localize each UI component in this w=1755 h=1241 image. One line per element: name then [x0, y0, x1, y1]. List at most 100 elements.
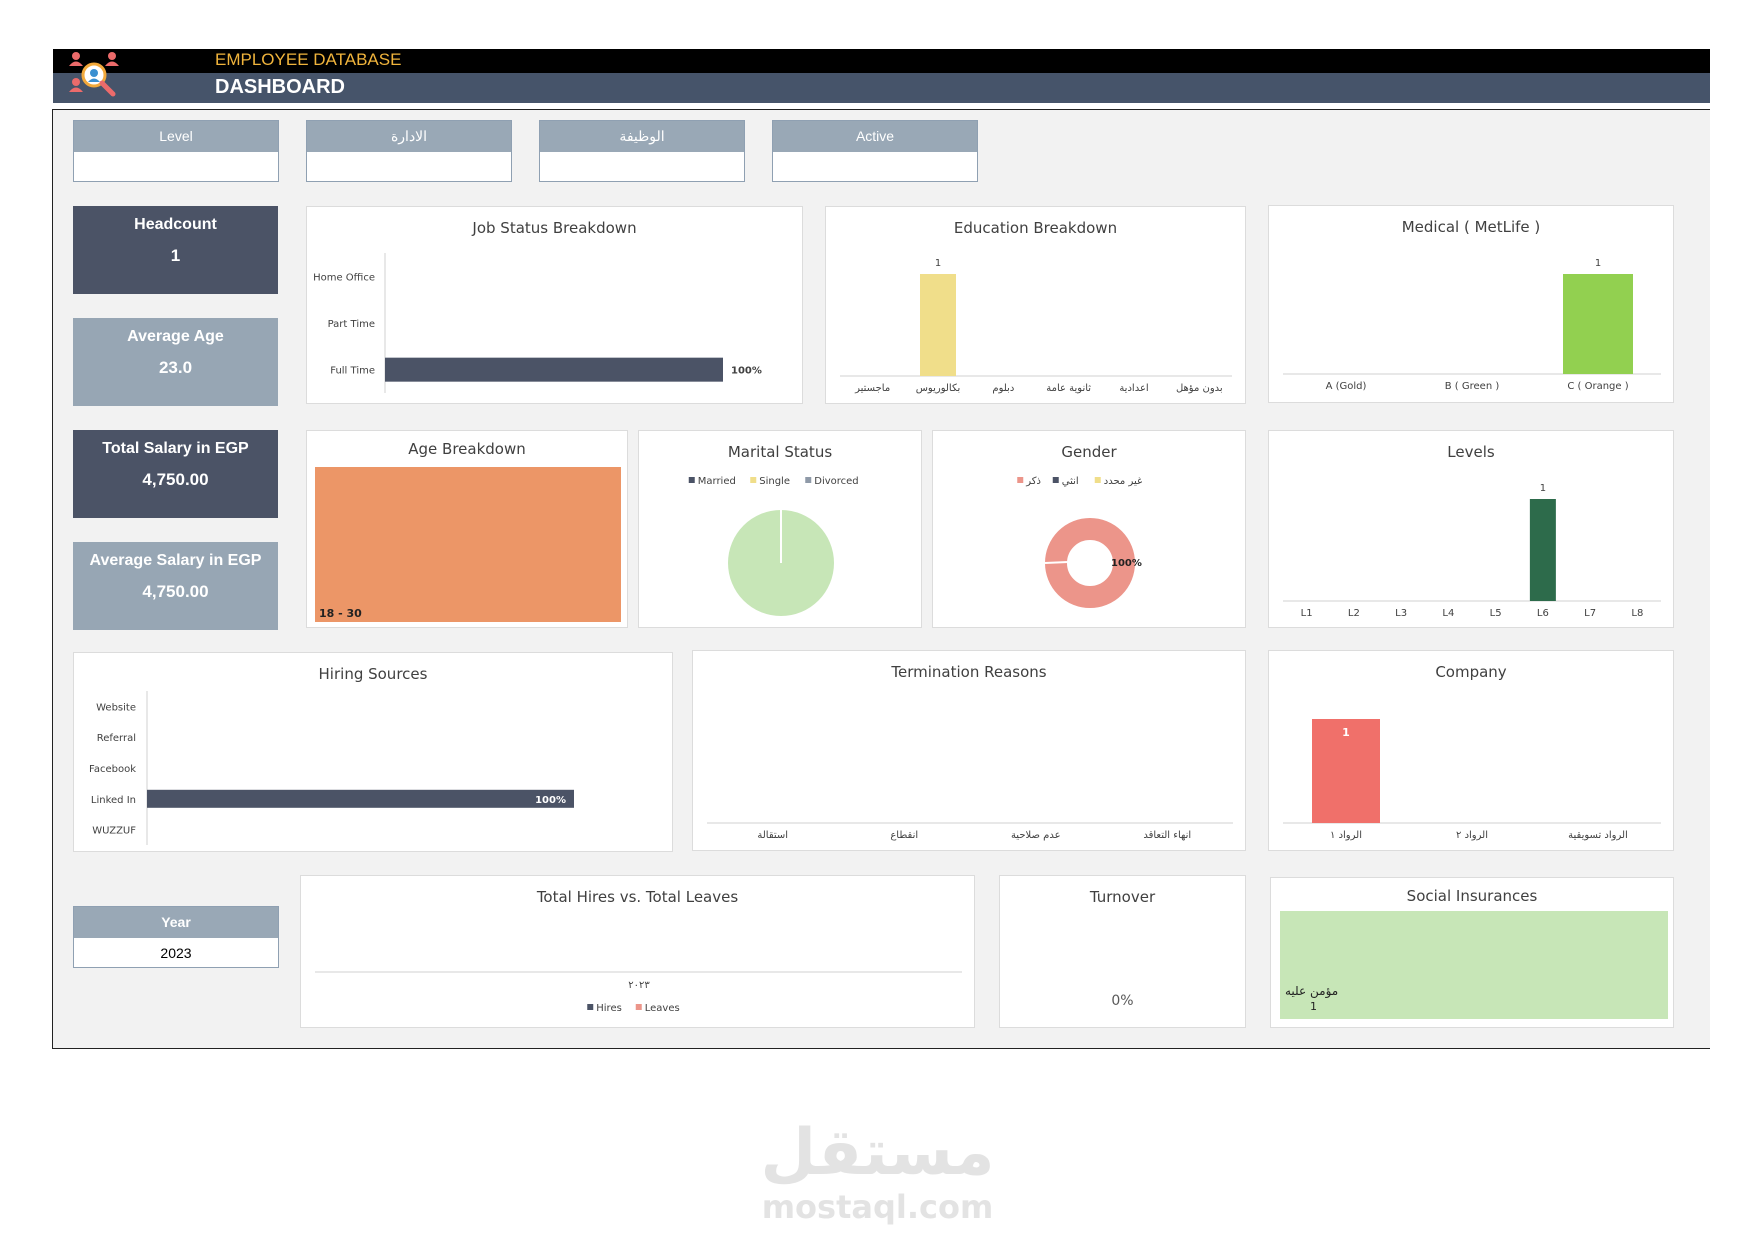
bar: [1312, 719, 1380, 823]
panel-education: Education Breakdown ماجستير بكالوريوس 1 دبل…: [825, 206, 1246, 404]
panel-hiring-sources: Hiring Sources Website Referral Facebook Li…: [73, 652, 673, 852]
legend-label: غير محدد: [1104, 476, 1142, 487]
x-tick-label: B ( Green ): [1445, 381, 1500, 392]
chart-title: Job Status Breakdown: [472, 219, 637, 237]
kpi-average-salary-label: Average Salary in EGP: [89, 552, 262, 569]
slicer-active[interactable]: Active: [772, 120, 978, 182]
x-tick-label: L4: [1442, 608, 1454, 619]
data-label: 100%: [535, 795, 566, 806]
chart-title: Hiring Sources: [318, 665, 428, 683]
panel-turnover: Turnover 0%: [999, 875, 1246, 1028]
data-label: 1: [935, 258, 941, 269]
slice-divider: [1044, 561, 1069, 564]
slicer-department-label: الادارة: [307, 121, 511, 152]
panel-termination: Termination Reasons استقالة انقطاع عدم صلا…: [692, 650, 1246, 851]
kpi-average-salary: Average Salary in EGP 4,750.00: [73, 542, 278, 630]
chart-title: Gender: [1061, 443, 1117, 461]
x-tick-label: انقطاع: [890, 830, 918, 841]
legend-label: Single: [759, 476, 790, 487]
chart-title: Termination Reasons: [891, 663, 1047, 681]
panel-gender: Gender ذكر انثي غير محدد 100%: [932, 430, 1246, 628]
data-label: 1: [1595, 258, 1601, 269]
bar: [385, 357, 723, 382]
kpi-average-age: Average Age 23.0: [73, 318, 278, 406]
chart-title: Social Insurances: [1406, 887, 1538, 905]
kpi-total-salary-label: Total Salary in EGP: [102, 440, 249, 457]
chart-title: Medical ( MetLife ): [1401, 218, 1541, 236]
data-label: 1: [1342, 726, 1350, 739]
company-chart: الرواد ١ 1 الرواد ٢ الرواد تسويقية: [1283, 719, 1661, 841]
x-tick-label: L6: [1537, 608, 1549, 619]
x-tick-label: L1: [1301, 608, 1313, 619]
slicer-job-label: الوظيفة: [540, 121, 744, 152]
x-tick-label: الرواد ١: [1330, 830, 1362, 841]
legend-swatch: [1052, 477, 1059, 483]
x-tick-label: ماجستير: [854, 383, 890, 394]
x-tick-label: الرواد ٢: [1456, 830, 1488, 841]
x-tick-label: C ( Orange ): [1567, 381, 1628, 392]
data-label: 100%: [1111, 558, 1142, 569]
medical-chart: A (Gold) B ( Green ) C ( Orange ) 1: [1283, 258, 1661, 392]
y-tick-label: Full Time: [330, 366, 375, 377]
x-tick-label: L2: [1348, 608, 1360, 619]
y-tick-label: Facebook: [89, 764, 136, 775]
termination-chart: استقالة انقطاع عدم صلاحية انهاء التعاقد: [707, 822, 1233, 841]
app-subtitle: EMPLOYEE DATABASE: [215, 50, 402, 69]
slicer-year[interactable]: Year 2023: [73, 906, 279, 968]
slicer-level[interactable]: Level: [73, 120, 279, 182]
x-tick-label: انهاء التعاقد: [1143, 830, 1191, 841]
x-tick-label: استقالة: [757, 830, 788, 841]
levels-chart: L1 L2 L3 L4 L5 L6 1 L7 L8: [1283, 483, 1661, 619]
x-tick-label: دبلوم: [992, 383, 1014, 394]
y-tick-label: Referral: [97, 733, 136, 744]
watermark-arabic: مستقل: [760, 1116, 995, 1190]
age-chart: 18 - 30: [315, 467, 621, 622]
job-status-chart: Home Office Part Time Full Time 100%: [313, 253, 762, 393]
panel-age: Age Breakdown 18 - 30: [306, 430, 628, 628]
gender-chart: ذكر انثي غير محدد 100%: [1017, 476, 1142, 608]
legend-label: Hires: [596, 1003, 622, 1014]
x-tick-label: L7: [1584, 608, 1596, 619]
y-tick-label: Part Time: [328, 319, 375, 330]
bar: [1280, 911, 1668, 1019]
legend-swatch: [587, 1004, 594, 1010]
slicer-year-label: Year: [74, 907, 278, 938]
x-tick-label: ثانوية عامة: [1046, 383, 1091, 394]
slicer-department[interactable]: الادارة: [306, 120, 512, 182]
x-tick-label: اعدادية: [1119, 383, 1148, 394]
legend-swatch: [688, 477, 695, 483]
slicer-level-label: Level: [74, 121, 278, 152]
bar: [315, 467, 621, 622]
kpi-total-salary: Total Salary in EGP 4,750.00: [73, 430, 278, 518]
legend-label: Married: [698, 476, 736, 487]
legend-swatch: [805, 477, 812, 483]
y-tick-label: WUZZUF: [92, 826, 136, 837]
x-tick-label: بدون مؤهل: [1176, 383, 1223, 394]
page-title: DASHBOARD: [215, 76, 345, 98]
kpi-total-salary-value: 4,750.00: [142, 470, 209, 489]
x-tick-label: بكالوريوس: [916, 383, 961, 394]
chart-title: Education Breakdown: [953, 219, 1118, 237]
legend-label: انثي: [1062, 476, 1079, 487]
category-label: 18 - 30: [319, 607, 362, 620]
x-tick-label: الرواد تسويقية: [1568, 830, 1628, 841]
marital-chart: Married Single Divorced: [688, 476, 859, 616]
kpi-average-age-value: 23.0: [158, 358, 193, 377]
kpi-headcount-value: 1: [170, 246, 181, 265]
chart-title: Marital Status: [727, 443, 833, 461]
chart-title: Age Breakdown: [408, 440, 526, 458]
bar: [1563, 274, 1633, 374]
x-tick-label: عدم صلاحية: [1011, 830, 1061, 841]
slicer-job[interactable]: الوظيفة: [539, 120, 745, 182]
education-chart: ماجستير بكالوريوس 1 دبلوم ثانوية عامة اعدادية…: [840, 258, 1232, 394]
y-tick-label: Linked In: [91, 795, 136, 806]
data-label: 1: [1540, 483, 1546, 494]
panel-social-insurances: Social Insurances مؤمن عليه 1: [1270, 877, 1674, 1028]
panel-company: Company الرواد ١ 1 الرواد ٢ الرواد تسويقية: [1268, 650, 1674, 851]
watermark-latin: mostaql.com: [761, 1188, 994, 1226]
slicer-year-value[interactable]: 2023: [160, 945, 192, 961]
legend-swatch: [1017, 477, 1024, 483]
header-bar-top: [53, 49, 1710, 73]
chart-title: Levels: [1447, 443, 1495, 461]
